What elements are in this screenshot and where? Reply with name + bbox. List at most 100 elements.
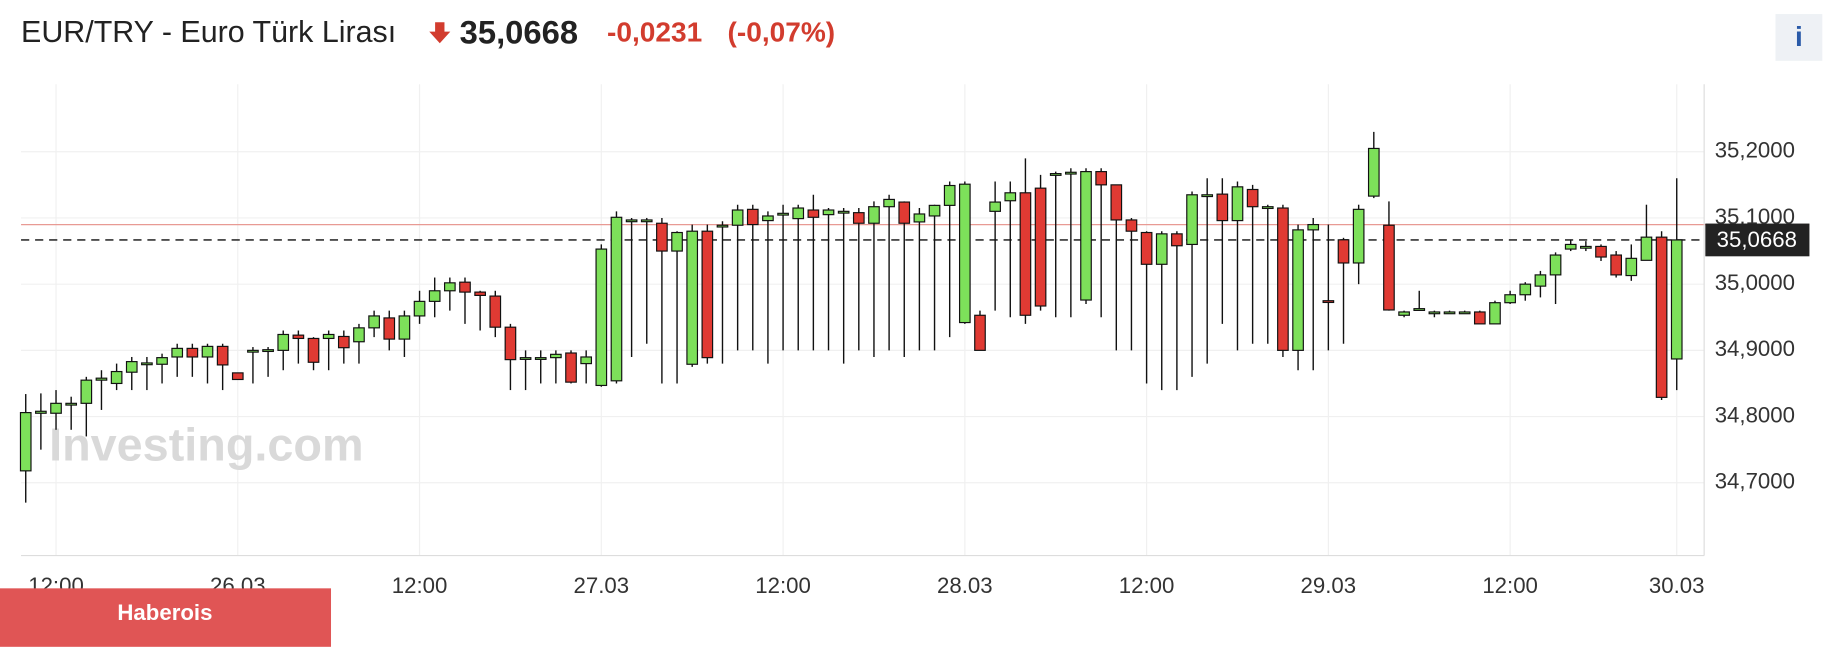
candle-body xyxy=(1337,239,1350,264)
candle-body xyxy=(625,219,638,223)
candle-body xyxy=(489,295,502,328)
down-arrow-icon xyxy=(429,22,451,44)
candle-body xyxy=(337,335,350,349)
candles xyxy=(19,131,1683,503)
candle-body xyxy=(1155,233,1168,265)
candle-body xyxy=(443,282,456,292)
candle-body xyxy=(807,209,820,218)
candle-body xyxy=(1322,300,1335,304)
candle-body xyxy=(1246,188,1259,208)
candle-body xyxy=(792,207,805,220)
candle-body xyxy=(640,219,653,223)
x-tick-label: 28.03 xyxy=(937,573,993,598)
candle-body xyxy=(19,412,32,472)
candle-body xyxy=(762,215,774,222)
candle-body xyxy=(989,201,1001,212)
candle-body xyxy=(1080,171,1092,301)
candle-body xyxy=(701,230,714,359)
candle-body xyxy=(777,212,789,216)
candle-body xyxy=(852,212,865,224)
candle-body xyxy=(171,347,184,358)
candle-body xyxy=(595,248,608,387)
candle-body xyxy=(868,206,880,224)
y-axis: 34,700034,800034,900035,000035,100035,20… xyxy=(1715,138,1795,494)
candle-body xyxy=(943,184,956,206)
candle-body xyxy=(247,349,259,353)
candle-body xyxy=(883,198,895,208)
candle-body xyxy=(656,222,668,252)
candle-body xyxy=(534,357,547,360)
candle-body xyxy=(671,231,683,252)
candle-body xyxy=(1504,294,1516,304)
x-tick-label: 12:00 xyxy=(1119,573,1175,598)
y-tick-label: 34,7000 xyxy=(1715,469,1795,494)
candle-body xyxy=(913,213,926,223)
candle-body xyxy=(459,281,471,293)
candle-body xyxy=(1034,187,1047,307)
candle-body xyxy=(125,361,138,373)
candle-body xyxy=(156,357,168,365)
info-button-bg[interactable] xyxy=(1775,14,1823,61)
candle-body xyxy=(1171,233,1183,247)
candle-body xyxy=(550,353,562,359)
candle-body xyxy=(1640,236,1653,261)
last-price: 35,0668 xyxy=(460,14,578,51)
candle-body xyxy=(65,402,78,406)
candle-body xyxy=(1473,311,1486,325)
instrument-title: EUR/TRY - Euro Türk Lirası xyxy=(21,15,396,49)
info-button[interactable]: i xyxy=(1775,14,1823,61)
candle-body xyxy=(1443,311,1456,315)
candle-body xyxy=(519,357,532,360)
candle-body xyxy=(898,201,911,224)
candle-body xyxy=(307,337,320,363)
candle-body xyxy=(1065,171,1077,175)
candle-body xyxy=(565,352,577,383)
candle-body xyxy=(822,209,835,216)
candle-body xyxy=(974,314,986,351)
candle-body xyxy=(292,334,305,340)
candle-body xyxy=(958,183,971,324)
candle-body xyxy=(1413,308,1426,311)
candle-body xyxy=(686,230,699,365)
candle-body xyxy=(1307,223,1320,231)
banner-bg xyxy=(0,588,332,647)
reference-lines xyxy=(21,224,1810,241)
candle-body xyxy=(504,326,517,361)
candle-body xyxy=(746,208,759,226)
price-change-percent: (-0,07%) xyxy=(728,16,836,47)
candle-body xyxy=(1580,245,1592,249)
candle-body xyxy=(413,300,426,317)
candle-body xyxy=(322,333,335,340)
candle-body xyxy=(1564,243,1577,250)
candle-body xyxy=(716,224,729,228)
candle-body xyxy=(141,362,153,366)
candle-body xyxy=(1398,311,1410,316)
x-tick-label: 12:00 xyxy=(392,573,448,598)
candle-body xyxy=(1216,193,1229,222)
candle-body xyxy=(1489,302,1501,325)
candle-body xyxy=(1367,147,1380,197)
y-tick-label: 34,9000 xyxy=(1715,336,1795,361)
candle-body xyxy=(1201,194,1214,198)
info-icon[interactable]: i xyxy=(1795,21,1803,52)
candle-body xyxy=(398,315,411,340)
y-tick-label: 35,0000 xyxy=(1715,270,1795,295)
banner: Haberois xyxy=(117,600,212,625)
candle-body xyxy=(1186,194,1198,246)
candle-body xyxy=(80,379,93,404)
price-change: -0,0231 xyxy=(607,16,702,47)
candle-body xyxy=(928,204,941,217)
candle-body xyxy=(1125,219,1138,232)
candle-body xyxy=(1534,274,1547,287)
candle-body xyxy=(216,345,229,366)
candle-body xyxy=(383,317,396,340)
candle-body xyxy=(610,216,623,382)
x-tick-label: 12:00 xyxy=(1482,573,1538,598)
candle-body xyxy=(1110,184,1123,221)
candle-body xyxy=(1095,171,1108,186)
candle-body xyxy=(474,291,486,296)
candle-body xyxy=(50,402,62,414)
last-price-box xyxy=(1705,223,1810,257)
grid xyxy=(21,84,1705,556)
